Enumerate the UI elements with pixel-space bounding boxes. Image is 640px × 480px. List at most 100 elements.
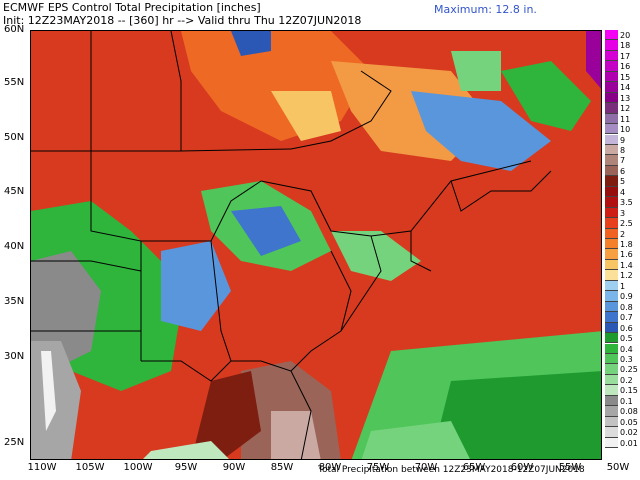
legend-label: 1	[620, 281, 626, 291]
legend-swatch	[605, 40, 618, 51]
legend-label: 0.7	[620, 313, 633, 323]
legend-label: 1.4	[620, 260, 633, 270]
legend-swatch	[605, 50, 618, 62]
legend-label: 8	[620, 145, 626, 155]
lat-label: 50N	[4, 132, 25, 143]
legend-swatch	[605, 30, 618, 41]
maximum-label: Maximum: 12.8 in.	[434, 3, 537, 16]
lon-label: 110W	[27, 462, 57, 473]
lat-label: 60N	[4, 24, 25, 35]
lat-label: 35N	[4, 296, 25, 307]
legend-label: 14	[620, 83, 631, 93]
lon-label: 90W	[222, 462, 246, 473]
lon-label: 80W	[318, 462, 342, 473]
legend-label: 12	[620, 104, 631, 114]
legend-label: 3.5	[620, 198, 633, 208]
legend-label: 0.1	[620, 396, 633, 406]
legend-swatch	[605, 207, 618, 219]
legend-swatch	[605, 218, 618, 229]
legend-label: 1.8	[620, 240, 633, 249]
legend-swatch	[605, 92, 618, 104]
color-legend	[605, 30, 618, 448]
lon-label: 105W	[75, 462, 105, 473]
legend-swatch	[605, 374, 618, 386]
legend-swatch	[605, 364, 618, 375]
legend-swatch	[605, 280, 618, 292]
lon-label: 65W	[462, 462, 486, 473]
legend-swatch	[605, 395, 618, 407]
legend-swatch	[605, 301, 618, 313]
legend-label: 2.5	[620, 219, 633, 229]
legend-swatch	[605, 259, 618, 271]
legend-label: 0.8	[620, 302, 633, 312]
legend-swatch	[605, 406, 618, 417]
lon-label: 55W	[558, 462, 582, 473]
legend-label: 2	[620, 229, 626, 239]
legend-label: 1.2	[620, 271, 633, 281]
legend-label: 9	[620, 135, 626, 145]
footer-caption: Total Precipitation between 12Z23MAY2018…	[318, 465, 585, 475]
legend-label: 6	[620, 166, 626, 176]
legend-label: 0.2	[620, 375, 633, 385]
legend-swatch	[605, 270, 618, 281]
lon-label: 60W	[510, 462, 534, 473]
legend-label: 0.6	[620, 323, 633, 333]
legend-swatch	[605, 103, 618, 114]
legend-swatch	[605, 155, 618, 166]
legend-label: 4	[620, 187, 626, 197]
lon-label: 50W	[606, 462, 630, 473]
legend-label: 0.3	[620, 354, 633, 364]
legend-swatch	[605, 427, 618, 438]
legend-swatch	[605, 312, 618, 323]
lat-label: 25N	[4, 437, 25, 448]
legend-label: 3	[620, 208, 626, 218]
legend-label: 0.02	[620, 428, 638, 438]
legend-label: 20	[620, 31, 631, 40]
legend-swatch	[605, 228, 618, 239]
legend-label: 0.01	[620, 438, 638, 448]
legend-label: 0.9	[620, 292, 633, 302]
legend-swatch	[605, 71, 618, 83]
legend-label: 0.08	[620, 407, 638, 417]
legend-label: 10	[620, 125, 631, 135]
legend-swatch	[605, 353, 618, 365]
legend-label: 0.05	[620, 417, 638, 427]
lon-label: 70W	[414, 462, 438, 473]
lon-label: 95W	[174, 462, 198, 473]
legend-label: 13	[620, 93, 631, 103]
legend-label: 0.5	[620, 334, 633, 344]
legend-swatch	[605, 124, 618, 135]
legend-label: 11	[620, 114, 631, 124]
lat-label: 45N	[4, 186, 25, 197]
lon-label: 75W	[366, 462, 390, 473]
lon-label: 85W	[270, 462, 294, 473]
legend-swatch	[605, 333, 618, 344]
legend-swatch	[605, 343, 618, 354]
legend-swatch	[605, 61, 618, 72]
legend-label: 0.25	[620, 365, 638, 375]
legend-swatch	[605, 437, 618, 448]
legend-label: 15	[620, 72, 631, 82]
legend-label: 0.15	[620, 386, 638, 396]
legend-label: 16	[620, 62, 631, 72]
precipitation-map	[30, 30, 602, 460]
legend-swatch	[605, 416, 618, 428]
legend-swatch	[605, 134, 618, 145]
lat-label: 55N	[4, 77, 25, 88]
legend-label: 7	[620, 156, 626, 166]
legend-label: 18	[620, 41, 631, 51]
legend-label: 17	[620, 51, 631, 61]
legend-swatch	[605, 144, 618, 156]
lat-label: 30N	[4, 351, 25, 362]
legend-swatch	[605, 82, 618, 93]
lon-label: 100W	[123, 462, 153, 473]
init-valid-line: Init: 12Z23MAY2018 -- [360] hr --> Valid…	[3, 14, 362, 27]
legend-label: 5	[620, 177, 626, 187]
legend-label: 1.6	[620, 250, 633, 260]
legend-swatch	[605, 385, 618, 396]
legend-swatch	[605, 249, 618, 260]
legend-swatch	[605, 165, 618, 177]
lat-label: 40N	[4, 241, 25, 252]
legend-swatch	[605, 291, 618, 302]
legend-swatch	[605, 322, 618, 334]
